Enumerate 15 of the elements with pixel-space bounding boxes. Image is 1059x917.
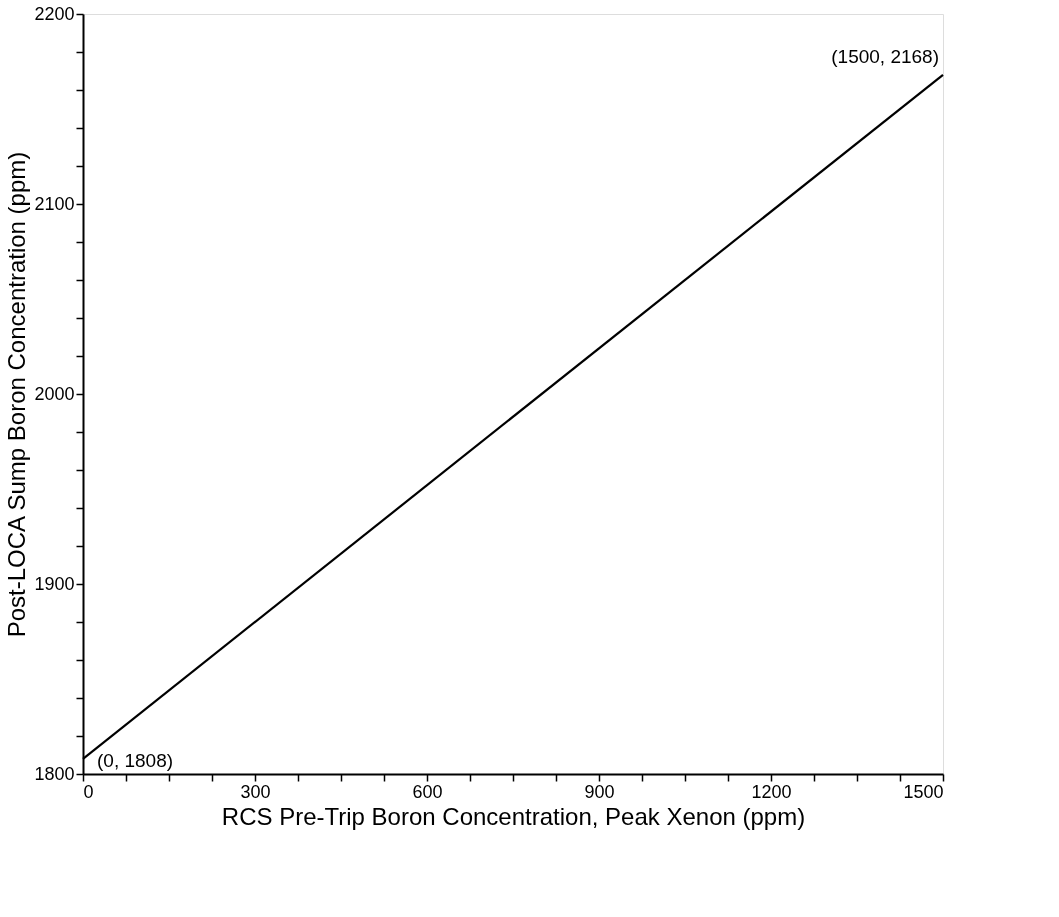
y-axis-title: Post-LOCA Sump Boron Concentration (ppm) <box>3 151 31 638</box>
x-tick-label: 300 <box>240 781 271 802</box>
y-tick-label: 1900 <box>34 573 75 594</box>
annotation: (1500, 2168) <box>831 45 939 67</box>
x-tick-label: 1500 <box>903 781 944 802</box>
x-tick-label: 0 <box>83 781 94 802</box>
y-tick-label: 2200 <box>34 3 75 24</box>
x-tick-label: 600 <box>412 781 443 802</box>
annotation: (0, 1808) <box>97 749 174 771</box>
x-tick-label: 1200 <box>751 781 792 802</box>
y-tick-label: 1800 <box>34 763 75 784</box>
y-tick-label: 2100 <box>34 193 75 214</box>
x-axis-title: RCS Pre-Trip Boron Concentration, Peak Xenon (ppm) <box>221 802 806 830</box>
y-tick-label: 2000 <box>34 383 75 404</box>
x-tick-label: 900 <box>584 781 615 802</box>
